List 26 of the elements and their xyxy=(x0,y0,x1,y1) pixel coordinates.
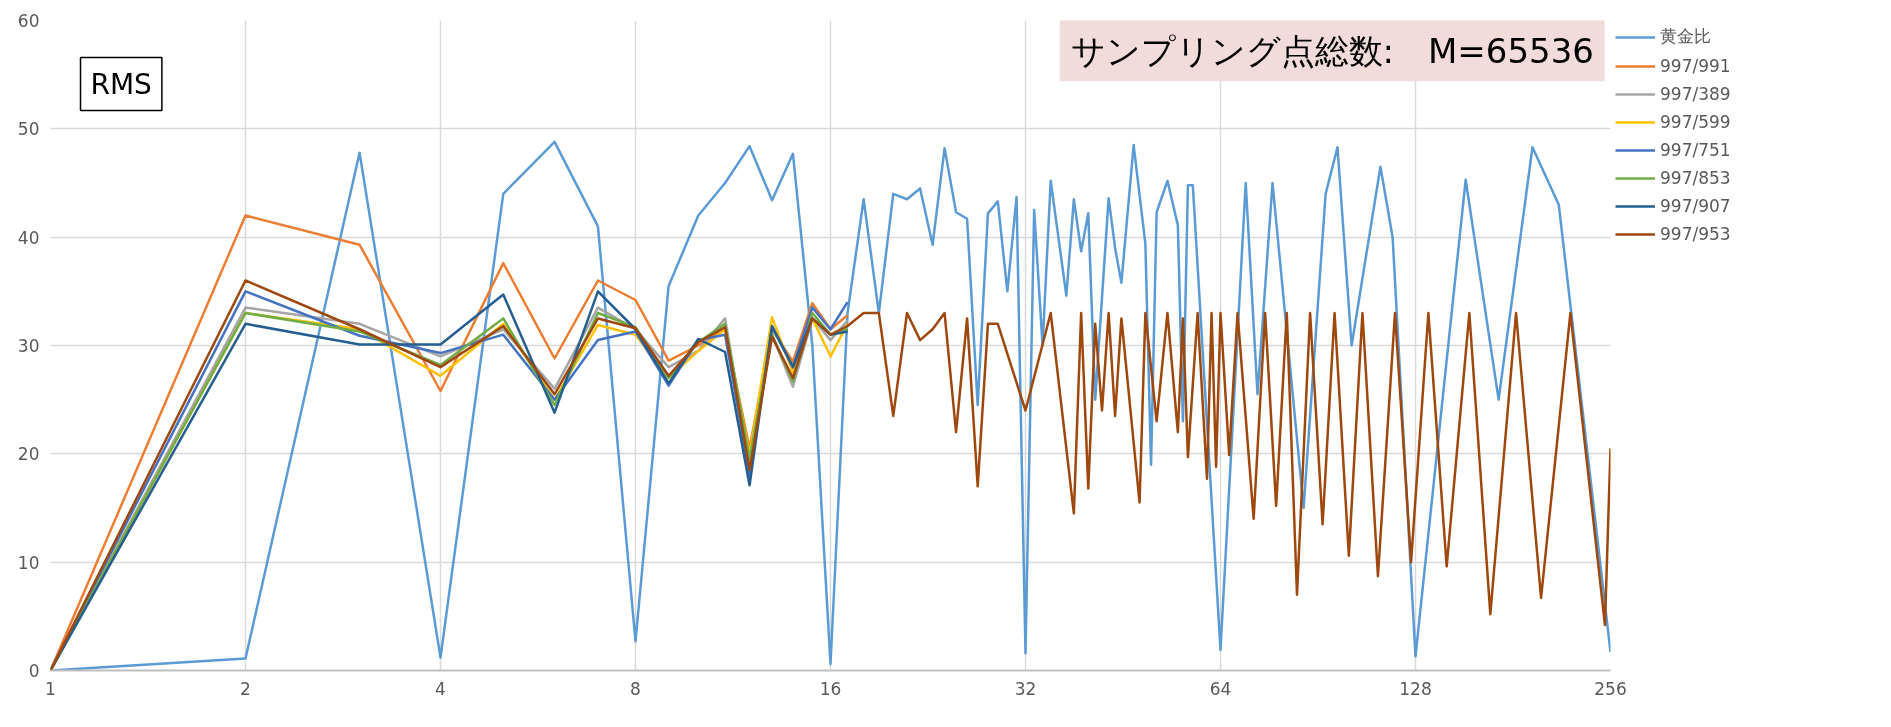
y-tick-label: 10 xyxy=(17,552,40,573)
legend-label: 997/389 xyxy=(1660,84,1732,104)
y-tick-label: 20 xyxy=(17,444,40,465)
legend-label: 997/907 xyxy=(1660,196,1732,216)
legend-label: 997/599 xyxy=(1660,112,1732,132)
y-tick-label: 50 xyxy=(17,119,40,140)
annotation: RMS xyxy=(90,67,152,101)
legend-label: 黄金比 xyxy=(1660,25,1712,48)
x-tick-label: 256 xyxy=(1594,678,1627,699)
x-tick-label: 16 xyxy=(819,678,842,699)
legend-label: 997/853 xyxy=(1660,168,1732,188)
annotation: サンプリング点総数: M=65536 xyxy=(1070,30,1594,71)
legend-label: 997/953 xyxy=(1660,224,1732,244)
x-tick-label: 32 xyxy=(1014,678,1037,699)
y-tick-label: 40 xyxy=(17,227,40,248)
x-tick-label: 1 xyxy=(45,678,56,699)
x-tick-label: 2 xyxy=(240,678,251,699)
x-tick-label: 128 xyxy=(1399,678,1432,699)
x-tick-label: 8 xyxy=(630,678,641,699)
y-tick-label: 60 xyxy=(17,11,40,31)
y-tick-label: 30 xyxy=(17,336,40,356)
legend-label: 997/991 xyxy=(1660,56,1732,76)
legend-label: 997/751 xyxy=(1660,140,1732,160)
y-tick-label: 0 xyxy=(28,661,40,681)
x-tick-label: 4 xyxy=(435,678,446,699)
x-tick-label: 64 xyxy=(1209,678,1232,699)
